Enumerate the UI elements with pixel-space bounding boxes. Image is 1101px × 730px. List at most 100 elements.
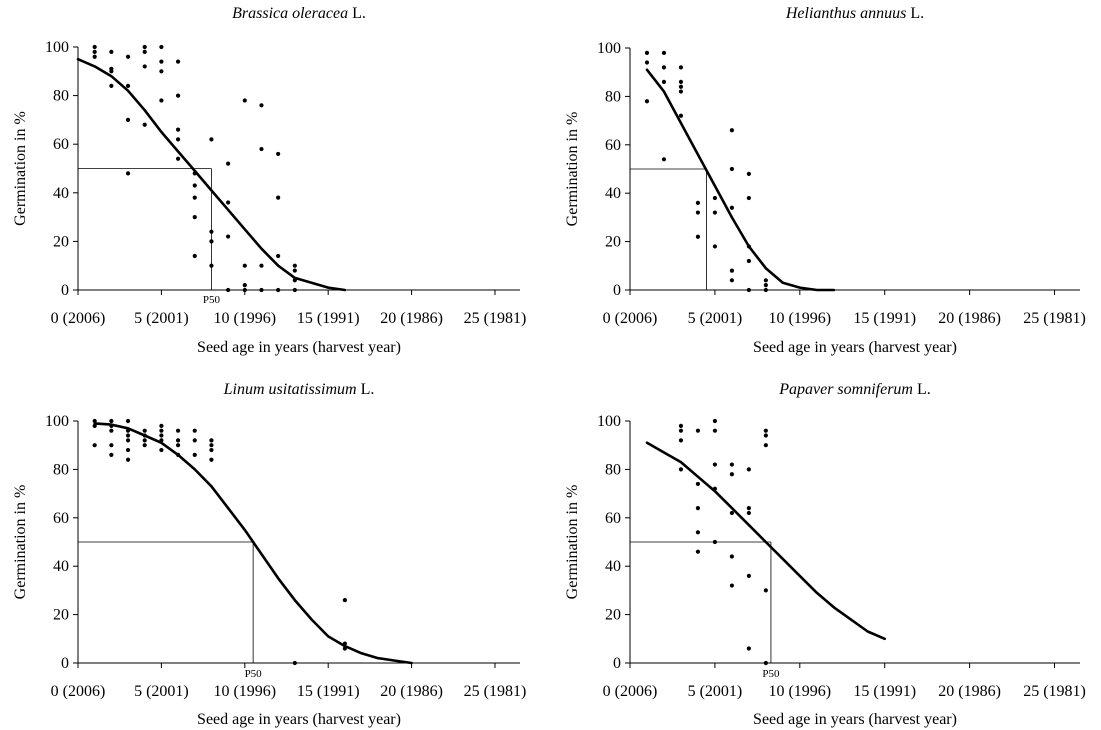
data-point (192, 195, 197, 200)
data-point (712, 539, 718, 545)
chart-panel-brassica: Brassica oleracea L. 0 20 40 60 80 100 0 (2006)… (12, 5, 526, 356)
data-point (342, 641, 347, 646)
data-point (159, 428, 164, 433)
x-tick-label: 15 (1991) (297, 683, 360, 700)
data-point (712, 210, 718, 215)
data-point (746, 244, 751, 249)
data-point (746, 573, 751, 578)
y-tick-label: 20 (53, 233, 69, 250)
y-tick-label: 60 (53, 510, 69, 527)
data-point (109, 83, 114, 88)
chart-title: Brassica oleracea L. (232, 5, 366, 22)
y-tick-label: 60 (605, 137, 621, 154)
p50-label: P50 (245, 668, 263, 680)
chart-panel-helianthus: Helianthus annuus L. 0 20 40 60 80 100 0 (2006)… (564, 5, 1086, 356)
data-point (109, 428, 114, 433)
data-point (644, 99, 650, 104)
data-point (729, 128, 734, 133)
y-tick-label: 0 (61, 655, 69, 672)
data-point (209, 263, 214, 268)
data-point (92, 418, 97, 424)
y-tick-label: 20 (605, 607, 621, 624)
data-point (192, 428, 197, 433)
data-point (142, 428, 147, 433)
data-point (342, 646, 347, 651)
x-tick-label: 15 (1991) (297, 310, 360, 327)
data-point (175, 452, 181, 457)
y-tick-label: 100 (45, 39, 69, 56)
y-tick-label: 40 (53, 558, 69, 575)
data-point (695, 549, 701, 554)
data-point (142, 443, 147, 448)
data-point (109, 69, 114, 74)
x-tick-label: 20 (1986) (938, 683, 1001, 700)
y-axis-label: Germination in % (564, 485, 581, 600)
data-point (192, 253, 197, 259)
data-point (763, 283, 768, 288)
data-point (729, 583, 734, 588)
y-tick-label: 40 (605, 558, 621, 575)
x-tick-label: 0 (2006) (51, 310, 106, 327)
data-point (209, 438, 214, 443)
data-point (678, 438, 684, 443)
chart-title-species: Brassica oleracea (232, 5, 348, 22)
data-point (746, 510, 751, 516)
chart-title-author: L. (906, 5, 924, 22)
fitted-curve (93, 422, 413, 665)
y-tick-label: 20 (605, 234, 621, 251)
y-tick-label: 60 (53, 136, 69, 153)
data-point (226, 287, 231, 293)
data-point (159, 69, 164, 74)
x-tick-label: 5 (2001) (688, 310, 743, 327)
data-point (695, 200, 701, 205)
data-point (342, 597, 347, 603)
data-point (226, 200, 231, 205)
y-axis-label: Germination in % (12, 111, 29, 226)
data-point (92, 54, 97, 59)
x-tick-label: 10 (1996) (768, 310, 831, 327)
data-point (292, 268, 297, 273)
data-point (109, 418, 114, 424)
data-point (125, 433, 131, 438)
data-point (712, 418, 718, 424)
data-point (678, 467, 684, 472)
data-point (192, 215, 197, 220)
data-point (712, 486, 718, 491)
x-tick-label: 15 (1991) (853, 683, 916, 700)
x-tick-label: 25 (1981) (464, 310, 527, 327)
chart-title: Papaver somniferum L. (778, 381, 931, 398)
chart-title-species: Linum usitatissimum (223, 381, 357, 398)
p50-label: P50 (203, 294, 221, 306)
data-point (192, 171, 197, 176)
data-point (763, 428, 768, 433)
data-point (276, 151, 281, 157)
y-tick-label: 0 (61, 282, 69, 299)
data-point (763, 278, 768, 283)
data-point (259, 146, 264, 152)
y-tick-label: 60 (605, 510, 621, 527)
p50-label: P50 (762, 668, 780, 680)
data-point (175, 428, 181, 433)
data-point (712, 195, 718, 201)
data-point (125, 83, 131, 88)
fitted-curve (645, 441, 886, 641)
data-point (729, 166, 734, 172)
data-point (763, 433, 768, 438)
x-axis-label: Seed age in years (harvest year) (753, 711, 957, 728)
data-point (678, 428, 684, 433)
data-point (695, 530, 701, 535)
chart-title: Linum usitatissimum L. (223, 381, 375, 398)
data-point (159, 44, 164, 50)
data-point (226, 161, 231, 166)
data-point (746, 467, 751, 472)
data-point (242, 263, 247, 268)
data-point (729, 205, 734, 210)
data-point (125, 418, 131, 424)
data-point (109, 443, 114, 448)
x-axis-label: Seed age in years (harvest year) (197, 711, 401, 728)
x-tick-label: 15 (1991) (853, 310, 916, 327)
data-point (292, 263, 297, 268)
data-point (192, 452, 197, 457)
data-point (175, 93, 181, 98)
data-point (209, 229, 214, 234)
